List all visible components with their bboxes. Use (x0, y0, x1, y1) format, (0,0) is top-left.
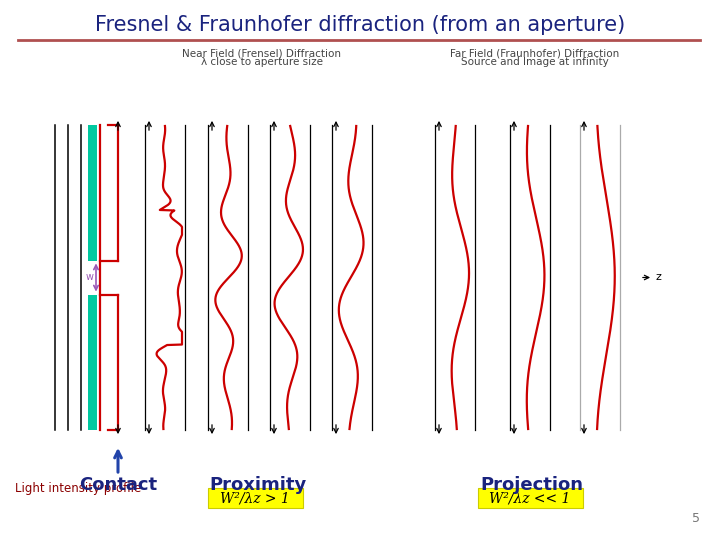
Text: Far Field (Fraunhofer) Diffraction: Far Field (Fraunhofer) Diffraction (451, 48, 620, 58)
Bar (207, 488, 302, 508)
Text: λ close to aperture size: λ close to aperture size (201, 57, 323, 67)
Text: Contact: Contact (79, 476, 157, 494)
Text: Light intensity profile: Light intensity profile (15, 482, 141, 495)
Text: Near Field (Frensel) Diffraction: Near Field (Frensel) Diffraction (182, 48, 341, 58)
Text: Source and Image at infinity: Source and Image at infinity (461, 57, 609, 67)
Text: w: w (86, 273, 94, 282)
Text: W²/λz << 1: W²/λz << 1 (490, 491, 571, 505)
Bar (88, 125, 97, 260)
Bar (477, 488, 582, 508)
Text: W²/λz > 1: W²/λz > 1 (220, 491, 290, 505)
Text: 5: 5 (692, 512, 700, 525)
Text: Fresnel & Fraunhofer diffraction (from an aperture): Fresnel & Fraunhofer diffraction (from a… (95, 15, 625, 35)
Text: Proximity: Proximity (210, 476, 307, 494)
Text: Projection: Projection (480, 476, 583, 494)
Bar (88, 294, 97, 430)
Text: z: z (655, 273, 661, 282)
